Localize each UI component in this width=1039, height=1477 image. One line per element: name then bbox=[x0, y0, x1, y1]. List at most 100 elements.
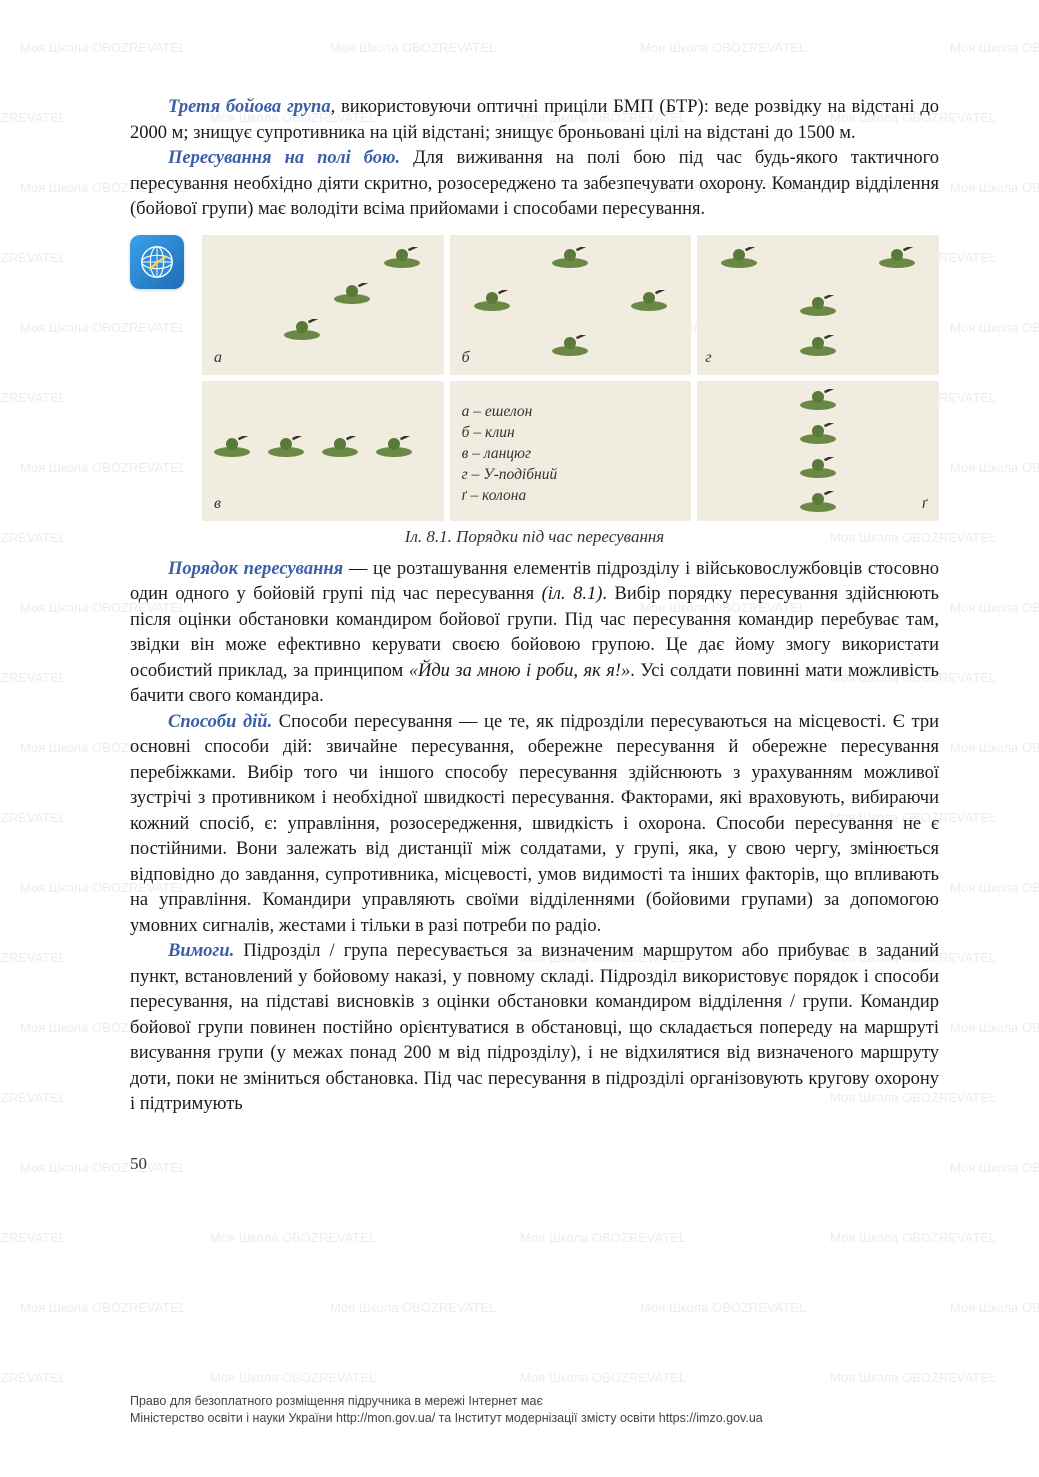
wm-txt: OBOZREVATEL bbox=[1022, 1160, 1039, 1175]
wm-txt: OBOZREVATEL bbox=[1022, 320, 1039, 335]
legend-line: в – ланцюг bbox=[462, 444, 680, 465]
wm-txt: OBOZREVATEL bbox=[0, 950, 66, 965]
wm-txt: Моя Школа bbox=[20, 1020, 88, 1035]
formations-grid: а б г bbox=[202, 235, 939, 521]
wm-txt: Моя Школа bbox=[950, 460, 1018, 475]
wm-txt: Моя Школа bbox=[210, 1370, 278, 1385]
legend-line: а – ешелон bbox=[462, 402, 680, 423]
quote: «Йди за мною і роби, як я!» bbox=[409, 661, 631, 681]
wm-txt: OBOZREVATEL bbox=[902, 1370, 996, 1385]
wm-txt: Моя Школа bbox=[950, 1020, 1018, 1035]
wm-txt: OBOZREVATEL bbox=[0, 110, 66, 125]
globe-icon bbox=[130, 235, 184, 289]
figure-block: а б г bbox=[130, 235, 939, 521]
wm-txt: Моя Школа bbox=[950, 740, 1018, 755]
lead-term: Третя бойова група bbox=[168, 97, 331, 117]
panel-legend: а – ешелон б – клин в – ланцюг г – У-под… bbox=[450, 381, 692, 521]
lead-term: Способи дій. bbox=[168, 712, 272, 732]
panel-label: ґ bbox=[922, 495, 927, 513]
wm-txt: OBOZREVATEL bbox=[1022, 600, 1039, 615]
panel-label: б bbox=[462, 349, 470, 367]
wm-txt: OBOZREVATEL bbox=[592, 1370, 686, 1385]
page-number: 50 bbox=[130, 1154, 939, 1174]
wm-txt: OBOZREVATEL bbox=[0, 390, 66, 405]
wm-txt: Моя Школа bbox=[950, 180, 1018, 195]
wm-txt: OBOZREVATEL bbox=[92, 1300, 186, 1315]
wm-txt: OBOZREVATEL bbox=[0, 250, 66, 265]
wm-txt: OBOZREVATEL bbox=[0, 1090, 66, 1105]
wm-txt: OBOZREVATEL bbox=[902, 1230, 996, 1245]
wm-txt: OBOZREVATEL bbox=[1022, 460, 1039, 475]
lead-term: Порядок пересування bbox=[168, 559, 343, 579]
panel-g: г bbox=[697, 235, 939, 375]
wm-txt: Моя Школа bbox=[20, 740, 88, 755]
wm-txt: OBOZREVATEL bbox=[282, 1370, 376, 1385]
body-text: Способи пересування — це те, як підрозді… bbox=[130, 712, 939, 936]
footer-line: Міністерство освіти і науки України http… bbox=[130, 1410, 939, 1427]
panel-label: г bbox=[705, 349, 711, 367]
legend-line: г – У-подібний bbox=[462, 465, 680, 486]
wm-txt: OBOZREVATEL bbox=[0, 1230, 66, 1245]
wm-txt: Моя Школа bbox=[210, 1230, 278, 1245]
wm-txt: OBOZREVATEL bbox=[0, 670, 66, 685]
wm-txt: OBOZREVATEL bbox=[1022, 180, 1039, 195]
legend-line: ґ – колона bbox=[462, 486, 680, 507]
wm-txt: Моя Школа bbox=[20, 180, 88, 195]
wm-txt: Моя Школа bbox=[20, 600, 88, 615]
panel-gh: ґ bbox=[697, 381, 939, 521]
paragraph-4: Способи дій. Способи пересування — це те… bbox=[130, 710, 939, 940]
wm-txt: Моя Школа bbox=[20, 1300, 88, 1315]
wm-txt: Моя Школа bbox=[950, 40, 1018, 55]
wm-txt: Моя Школа bbox=[950, 1160, 1018, 1175]
wm-txt: Моя Школа bbox=[330, 1300, 398, 1315]
wm-txt: OBOZREVATEL bbox=[1022, 1020, 1039, 1035]
wm-txt: OBOZREVATEL bbox=[92, 40, 186, 55]
panel-a: а bbox=[202, 235, 444, 375]
wm-txt: Моя Школа bbox=[520, 1370, 588, 1385]
wm-txt: Моя Школа bbox=[20, 40, 88, 55]
wm-txt: OBOZREVATEL bbox=[402, 40, 496, 55]
wm-txt: Моя Школа bbox=[950, 1300, 1018, 1315]
wm-txt: Моя Школа bbox=[640, 40, 708, 55]
paragraph-1: Третя бойова група, використовуючи оптич… bbox=[130, 95, 939, 146]
figure-ref: (іл. 8.1) bbox=[542, 584, 603, 604]
wm-txt: Моя Школа bbox=[950, 880, 1018, 895]
wm-txt: Моя Школа bbox=[950, 600, 1018, 615]
footer-line: Право для безоплатного розміщення підруч… bbox=[130, 1393, 939, 1410]
wm-txt: Моя Школа bbox=[20, 880, 88, 895]
panel-v: в bbox=[202, 381, 444, 521]
footer-note: Право для безоплатного розміщення підруч… bbox=[130, 1393, 939, 1427]
panel-b: б bbox=[450, 235, 692, 375]
legend-line: б – клин bbox=[462, 423, 680, 444]
lead-term: Вимоги. bbox=[168, 941, 234, 961]
wm-txt: OBOZREVATEL bbox=[0, 810, 66, 825]
panel-label: а bbox=[214, 349, 222, 367]
wm-txt: Моя Школа bbox=[520, 1230, 588, 1245]
wm-txt: OBOZREVATEL bbox=[1022, 880, 1039, 895]
wm-txt: OBOZREVATEL bbox=[712, 1300, 806, 1315]
wm-txt: OBOZREVATEL bbox=[1022, 740, 1039, 755]
wm-txt: Моя Школа bbox=[20, 1160, 88, 1175]
wm-txt: Моя Школа bbox=[830, 1370, 898, 1385]
wm-txt: Моя Школа bbox=[950, 320, 1018, 335]
wm-txt: OBOZREVATEL bbox=[0, 1370, 66, 1385]
paragraph-2: Пересування на полі бою. Для виживання н… bbox=[130, 146, 939, 223]
wm-txt: Моя Школа bbox=[20, 320, 88, 335]
panel-label: в bbox=[214, 495, 221, 513]
wm-txt: Моя Школа bbox=[640, 1300, 708, 1315]
wm-txt: Моя Школа bbox=[20, 460, 88, 475]
wm-txt: OBOZREVATEL bbox=[1022, 40, 1039, 55]
wm-txt: OBOZREVATEL bbox=[402, 1300, 496, 1315]
wm-txt: Моя Школа bbox=[330, 40, 398, 55]
wm-txt: OBOZREVATEL bbox=[1022, 1300, 1039, 1315]
paragraph-5: Вимоги. Підрозділ / група пересувається … bbox=[130, 939, 939, 1118]
lead-term: Пересування на полі бою. bbox=[168, 148, 400, 168]
paragraph-3: Порядок пересування — це розташування ел… bbox=[130, 557, 939, 710]
wm-txt: OBOZREVATEL bbox=[712, 40, 806, 55]
page-content: Третя бойова група, використовуючи оптич… bbox=[130, 95, 939, 1174]
figure-caption: Іл. 8.1. Порядки під час пересування bbox=[130, 527, 939, 547]
wm-txt: Моя Школа bbox=[830, 1230, 898, 1245]
body-text: Підрозділ / група пересувається за визна… bbox=[130, 941, 939, 1114]
wm-txt: OBOZREVATEL bbox=[0, 530, 66, 545]
wm-txt: OBOZREVATEL bbox=[592, 1230, 686, 1245]
